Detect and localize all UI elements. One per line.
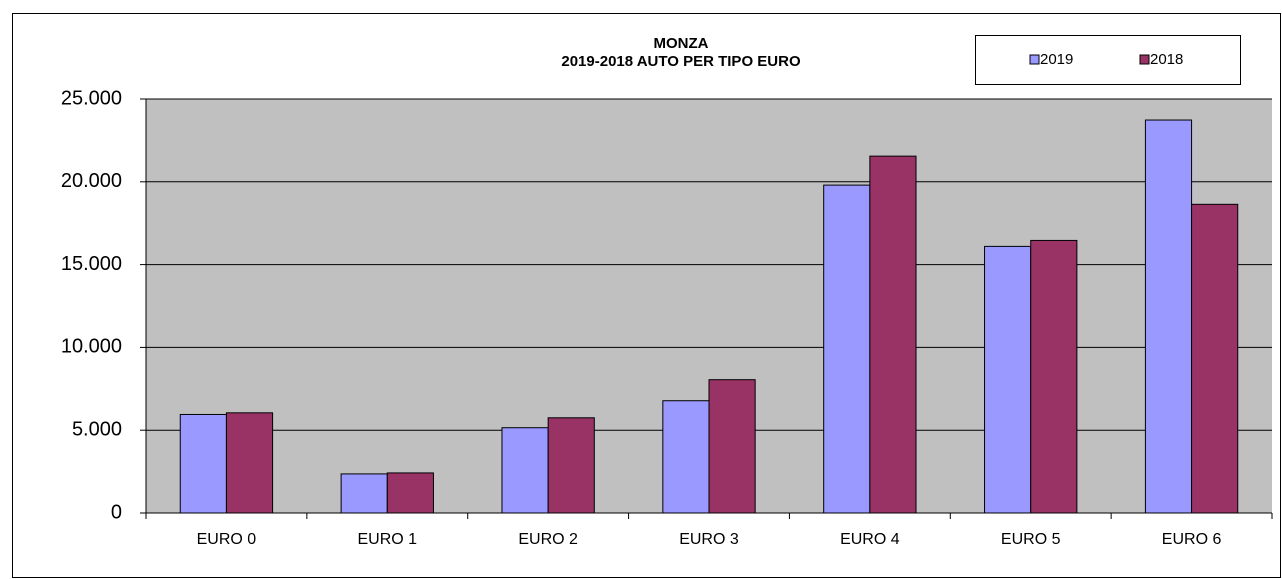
legend-label: 2019 [1040, 51, 1073, 68]
bar [386, 472, 434, 514]
y-tick-label: 0 [111, 501, 122, 523]
bar [1144, 119, 1193, 514]
legend-label: 2018 [1150, 51, 1183, 68]
bar [225, 412, 274, 514]
y-tick-label: 25.000 [61, 87, 122, 109]
bar [708, 379, 756, 514]
x-tick-label: EURO 6 [1162, 531, 1222, 548]
y-tick-label: 5.000 [72, 418, 122, 440]
bar [179, 413, 227, 514]
chart-title: MONZA [654, 35, 709, 52]
bar [869, 155, 917, 514]
x-tick-label: EURO 0 [197, 531, 257, 548]
x-tick-label: EURO 1 [357, 531, 417, 548]
bar [984, 245, 1032, 514]
x-tick-label: EURO 3 [679, 531, 739, 548]
x-tick-label: EURO 5 [1001, 531, 1061, 548]
legend-swatch [1029, 54, 1040, 65]
y-tick-label: 15.000 [61, 253, 122, 275]
bar [662, 400, 710, 514]
legend-box [975, 35, 1241, 85]
bar [340, 473, 388, 514]
bar [547, 417, 595, 514]
bar [1030, 239, 1078, 514]
bar [501, 427, 549, 514]
y-tick-label: 20.000 [61, 170, 122, 192]
bar [1191, 203, 1239, 514]
y-tick-label: 10.000 [61, 336, 122, 358]
x-tick-label: EURO 4 [840, 531, 900, 548]
legend-swatch [1139, 54, 1150, 65]
x-tick-label: EURO 2 [518, 531, 578, 548]
chart-subtitle: 2019-2018 AUTO PER TIPO EURO [561, 53, 801, 70]
bar [823, 184, 871, 514]
